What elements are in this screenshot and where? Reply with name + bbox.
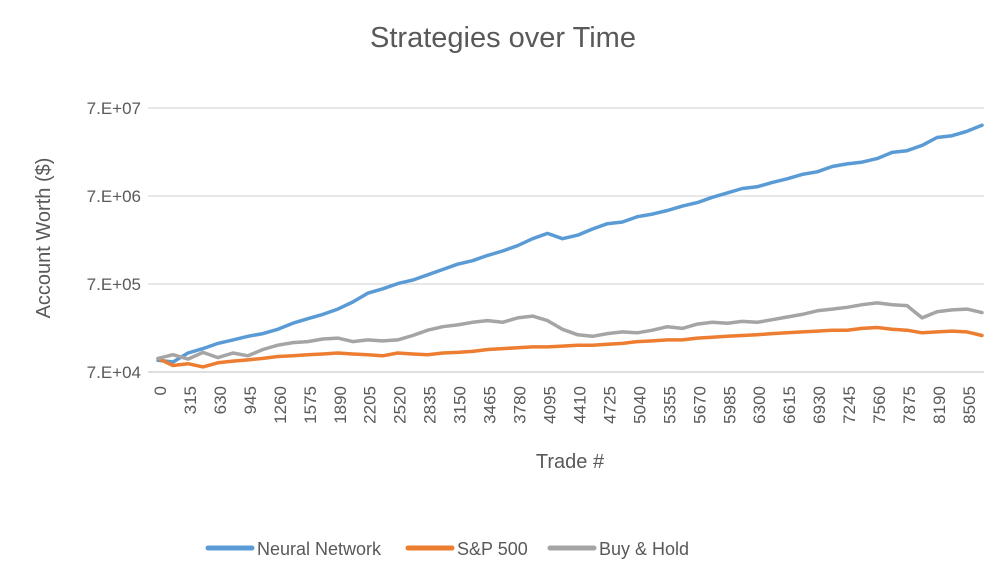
x-tick-label-5040: 5040 bbox=[630, 386, 649, 424]
legend-label-neural-network: Neural Network bbox=[257, 539, 382, 559]
series-line-neural-network bbox=[156, 123, 984, 364]
x-tick-label-4725: 4725 bbox=[600, 386, 619, 424]
x-tick-label-2835: 2835 bbox=[421, 386, 440, 424]
x-axis-title: Trade # bbox=[536, 451, 605, 473]
legend-label-buy-hold: Buy & Hold bbox=[599, 539, 689, 559]
x-tick-label-7245: 7245 bbox=[840, 386, 859, 424]
x-tick-label-945: 945 bbox=[241, 386, 260, 414]
x-tick-label-5670: 5670 bbox=[690, 386, 709, 424]
y-tick-label-7-e-06: 7.E+06 bbox=[87, 187, 141, 206]
x-tick-label-6930: 6930 bbox=[810, 386, 829, 424]
x-tick-label-8190: 8190 bbox=[930, 386, 949, 424]
x-tick-label-7875: 7875 bbox=[900, 386, 919, 424]
x-tick-label-0: 0 bbox=[151, 386, 170, 395]
x-tick-label-3465: 3465 bbox=[481, 386, 500, 424]
y-tick-label-7-e-05: 7.E+05 bbox=[87, 275, 141, 294]
x-tick-label-6615: 6615 bbox=[780, 386, 799, 424]
x-tick-label-2205: 2205 bbox=[361, 386, 380, 424]
x-tick-label-8505: 8505 bbox=[960, 386, 979, 424]
x-tick-label-1890: 1890 bbox=[331, 386, 350, 424]
y-axis-title: Account Worth ($) bbox=[33, 158, 55, 319]
x-tick-label-7560: 7560 bbox=[870, 386, 889, 424]
x-tick-label-4410: 4410 bbox=[571, 386, 590, 424]
x-axis-tick-labels: 0 315 630 945 1260 1575 1890 2205 2520 2835 3150 34… bbox=[151, 386, 979, 424]
gridlines bbox=[148, 107, 984, 373]
x-tick-label-1260: 1260 bbox=[271, 386, 290, 424]
y-tick-label-7-e-07: 7.E+07 bbox=[87, 99, 141, 118]
x-tick-label-6300: 6300 bbox=[750, 386, 769, 424]
x-tick-label-4095: 4095 bbox=[541, 386, 560, 424]
legend: Neural Network S&P 500 Buy & Hold bbox=[205, 539, 689, 559]
legend-label-s-p-500: S&P 500 bbox=[457, 539, 528, 559]
x-tick-label-3150: 3150 bbox=[451, 386, 470, 424]
x-tick-label-5985: 5985 bbox=[720, 386, 739, 424]
x-tick-label-5355: 5355 bbox=[660, 386, 679, 424]
x-tick-label-315: 315 bbox=[181, 386, 200, 414]
x-tick-label-2520: 2520 bbox=[391, 386, 410, 424]
x-tick-label-1575: 1575 bbox=[301, 386, 320, 424]
series-line-s-p-500 bbox=[156, 325, 984, 369]
x-tick-label-3780: 3780 bbox=[511, 386, 530, 424]
series-lines bbox=[156, 123, 984, 369]
y-tick-label-7-e-04: 7.E+04 bbox=[87, 363, 141, 382]
y-axis-tick-labels: 7.E+04 7.E+05 7.E+06 7.E+07 bbox=[87, 99, 141, 382]
x-tick-label-630: 630 bbox=[211, 386, 230, 414]
chart-title: Strategies over Time bbox=[370, 22, 636, 54]
series-line-buy-hold bbox=[156, 301, 984, 361]
